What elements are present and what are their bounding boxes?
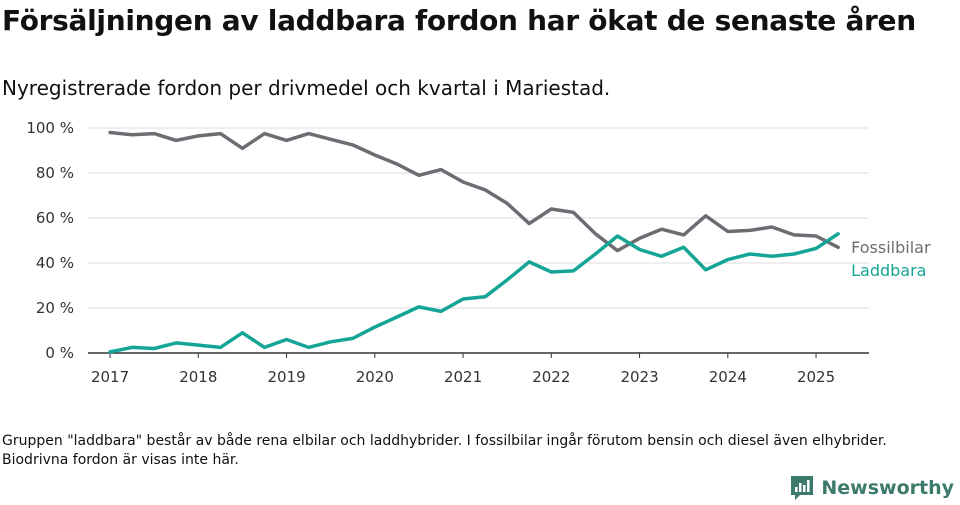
x-tick-label: 2025 <box>797 368 835 386</box>
y-tick-label: 80 % <box>36 164 74 182</box>
line-chart: 0 % 20 % 40 % 60 % 80 % 100 % 2017 2018 2019 202… <box>26 119 931 386</box>
newsworthy-logo-icon <box>791 476 814 500</box>
series-line-fossilbilar <box>108 130 840 253</box>
chart-title: Försäljningen av laddbara fordon har öka… <box>2 4 916 37</box>
x-tick-label: 2023 <box>620 368 658 386</box>
series-label-fossilbilar: Fossilbilar <box>851 238 931 257</box>
series-label-laddbara: Laddbara <box>851 261 926 280</box>
y-tick-label: 20 % <box>36 299 74 317</box>
footnote: Gruppen "laddbara" består av både rena e… <box>2 433 887 468</box>
y-tick-label: 0 % <box>45 344 74 362</box>
x-tick-label: 2022 <box>532 368 570 386</box>
gridlines <box>88 127 869 354</box>
y-axis-ticks: 0 % 20 % 40 % 60 % 80 % 100 % <box>26 119 74 362</box>
y-tick-label: 40 % <box>36 254 74 272</box>
series-lines <box>108 130 840 354</box>
x-tick-label: 2019 <box>267 368 305 386</box>
x-tick-label: 2020 <box>356 368 394 386</box>
y-tick-label: 100 % <box>26 119 74 137</box>
series-labels: Fossilbilar Laddbara <box>851 238 931 280</box>
x-tick-label: 2018 <box>179 368 217 386</box>
y-tick-label: 60 % <box>36 209 74 227</box>
brand-name: Newsworthy <box>821 477 954 499</box>
x-axis-ticks: 2017 2018 2019 2020 2021 2022 2023 2024 2025 <box>91 353 835 386</box>
x-tick-label: 2021 <box>444 368 482 386</box>
chart-subtitle: Nyregistrerade fordon per drivmedel och … <box>2 76 611 100</box>
brand-logo[interactable]: Newsworthy <box>789 474 954 502</box>
series-line-laddbara <box>108 232 840 354</box>
x-tick-label: 2017 <box>91 368 129 386</box>
x-tick-label: 2024 <box>709 368 747 386</box>
